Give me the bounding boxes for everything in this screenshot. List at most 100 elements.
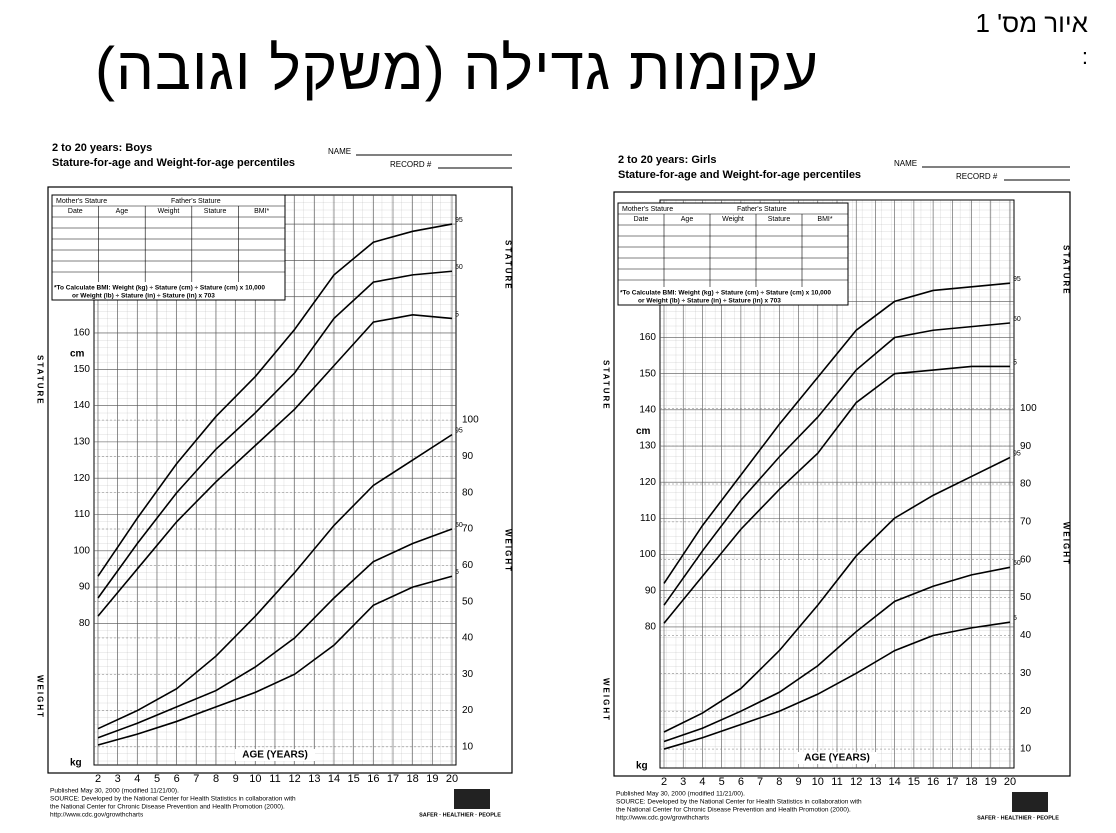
y2-tick-label: 100 [462,415,479,426]
bmi-formula: *To Calculate BMI: Weight (kg) ÷ Stature… [620,290,831,297]
record-field: RECORD # [956,172,998,181]
y2-axis-label-right: WEIGHT [504,529,513,573]
x-tick-label: 15 [908,776,920,788]
chart-title: 2 to 20 years: Boys [52,142,152,154]
percentile-label: 5 [455,569,459,576]
x-tick-label: 18 [965,776,977,788]
y2-axis-label: WEIGHT [602,678,611,722]
y2-tick-label: 50 [462,596,474,607]
name-field: NAME [328,147,351,156]
table-column: Age [116,208,129,215]
x-tick-label: 19 [985,776,997,788]
table-column: Date [68,208,83,215]
y-tick-label: 150 [73,364,90,375]
table-column: BMI* [254,208,269,215]
x-tick-label: 9 [795,776,801,788]
table-column: Stature [768,216,791,223]
y-tick-label: 100 [639,549,656,560]
y2-tick-label: 10 [1020,744,1032,755]
percentile-curve [97,528,453,739]
x-tick-label: 3 [680,776,686,788]
y-tick-label: 80 [645,622,657,633]
y-axis-label: STATURE [602,360,611,411]
percentile-label: 95 [455,217,463,224]
x-tick-label: 14 [889,776,901,788]
x-tick-label: 11 [269,773,280,785]
age-label-bg [235,749,315,761]
x-tick-label: 12 [850,776,862,788]
x-axis-label: AGE (YEARS) [804,753,870,764]
x-tick-label: 7 [193,773,199,785]
percentile-label: 95 [1013,276,1021,283]
x-tick-label: 15 [348,773,360,785]
percentile-curve [97,433,453,730]
x-tick-label: 10 [249,773,261,785]
x-tick-label: 3 [115,773,121,785]
footer-text: http://www.cdc.gov/growthcharts [50,812,144,819]
table-column: Age [681,216,694,223]
y-tick-label: 80 [79,618,91,629]
x-tick-label: 18 [407,773,419,785]
y2-unit: kg [636,761,648,772]
x-tick-label: 11 [831,776,842,788]
y2-tick-label: 60 [1020,554,1032,565]
footer-text: Published May 30, 2000 (modified 11/21/0… [616,791,745,798]
x-tick-label: 13 [869,776,881,788]
percentile-label: 5 [1013,359,1017,366]
footer-text: http://www.cdc.gov/growthcharts [616,815,710,822]
y2-tick-label: 90 [462,451,474,462]
x-tick-label: 2 [661,776,667,788]
percentile-curve [663,566,1011,743]
y-tick-label: 130 [73,437,90,448]
percentile-curve [663,365,1010,624]
figure-colon: : [1081,44,1088,69]
percentile-label: 50 [1013,316,1021,323]
record-table [617,202,849,306]
y-tick-label: 140 [73,400,90,411]
x-tick-label: 16 [367,773,379,785]
y2-axis-label: WEIGHT [36,675,45,719]
x-tick-label: 2 [95,773,101,785]
percentile-label: 95 [1013,450,1021,457]
y2-tick-label: 90 [1020,441,1032,452]
table-column: Weight [158,208,180,215]
x-tick-label: 12 [289,773,301,785]
age-label-bg [797,752,877,764]
parent-field: Father's Stature [171,198,221,205]
name-field: NAME [894,159,917,168]
parent-field: Father's Stature [737,206,787,213]
record-table [51,194,286,301]
parent-field: Mother's Stature [56,198,107,205]
percentile-label: 50 [455,522,463,529]
table-column: Weight [722,216,744,223]
y2-tick-label: 30 [462,669,474,680]
x-tick-label: 19 [426,773,438,785]
y2-tick-label: 80 [462,487,474,498]
x-tick-label: 5 [154,773,160,785]
y-tick-label: 110 [640,513,656,524]
x-tick-label: 8 [213,773,219,785]
x-tick-label: 13 [308,773,320,785]
y-axis-label: STATURE [36,355,45,406]
footer-text: Published May 30, 2000 (modified 11/21/0… [50,788,179,795]
percentile-curve [97,223,453,577]
table-column: BMI* [817,216,832,223]
figure-label: איור מס' 1 [975,8,1088,38]
x-tick-label: 4 [134,773,140,785]
footer-text: the National Center for Chronic Disease … [50,804,285,811]
x-tick-label: 10 [812,776,824,788]
y2-tick-label: 50 [1020,592,1032,603]
table-column: Date [634,216,649,223]
y-tick-label: 90 [79,582,91,593]
slide-title: עקומות גדילה (משקל וגובה) [95,35,820,102]
y2-tick-label: 70 [1020,517,1032,528]
percentile-label: 5 [1013,615,1017,622]
x-tick-label: 6 [174,773,180,785]
y-tick-label: 130 [639,441,656,452]
y2-tick-label: 30 [1020,668,1032,679]
x-tick-label: 4 [699,776,705,788]
footer-text: the National Center for Chronic Disease … [616,807,851,814]
logo-mark [454,789,490,809]
y-axis-label-right: STATURE [1062,245,1071,296]
x-tick-label: 17 [946,776,958,788]
